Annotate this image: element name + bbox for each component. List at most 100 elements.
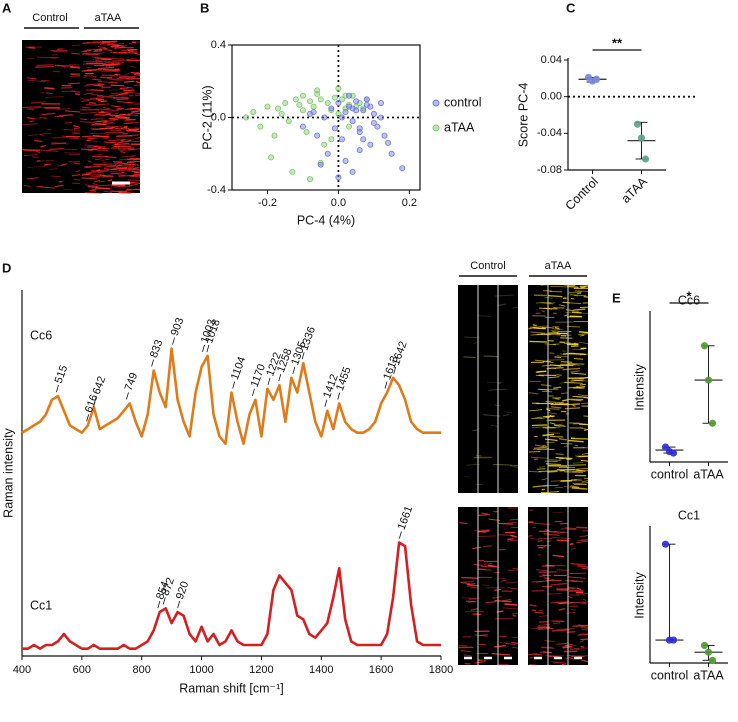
image-streak [542,391,553,393]
peak-leader [278,374,282,382]
image-streak [553,386,561,389]
image-streak [558,438,567,441]
image-streak [103,121,108,123]
image-streak [512,306,519,309]
chart-title: Cc1 [678,508,700,522]
image-streak [124,91,141,94]
image-streak [98,180,105,183]
image-streak [547,470,558,473]
image-streak [511,646,519,649]
image-streak [89,188,97,191]
image-streak [94,158,103,160]
image-streak [114,163,119,166]
image-streak [581,567,589,570]
scatter-point [377,100,384,107]
image-streak [28,46,36,49]
data-point [661,540,670,548]
image-streak [95,187,100,189]
image-streak [498,522,513,525]
image-streak [92,183,98,185]
image-streak [107,179,113,182]
y-tick-label: 0.0 [211,111,226,123]
image-streak [114,127,123,130]
scatter-point [285,118,292,125]
scatter-point [374,123,381,130]
scatter-point [381,132,388,139]
column-header: aTAA [95,12,122,24]
image-streak [130,107,141,110]
image-streak [548,376,560,379]
image-streak [494,600,512,603]
image-streak [559,341,571,343]
image-streak [581,628,589,631]
spectrum-line [21,347,441,445]
image-streak [116,141,124,144]
image-streak [550,480,566,482]
image-streak [64,152,81,154]
scatter-point [328,105,335,112]
scatter-point [349,105,356,112]
significance-label: * [686,288,692,303]
image-streak [132,158,141,161]
image-streak [570,562,586,566]
image-streak [129,183,139,186]
image-streak [116,78,134,80]
image-streak [119,149,136,152]
image-streak [100,108,115,111]
image-streak [98,99,102,102]
image-streak [83,74,92,77]
column-header: Control [32,12,67,24]
image-streak [31,101,46,104]
peak-label: 854 [154,580,172,601]
image-streak [22,123,39,126]
image-streak [108,58,125,60]
image-streak [573,294,579,297]
image-streak [89,96,105,100]
peak-leader [94,396,97,404]
y-tick-label: -0.08 [537,164,562,176]
image-streak [529,604,537,607]
image-streak [580,334,585,337]
peak-label: 1661 [396,504,416,531]
image-streak [538,546,546,549]
image-streak [90,175,105,178]
image-streak [93,49,103,53]
image-streak [26,108,35,111]
x-tick-label: 0.0 [331,197,346,209]
image-streak [529,509,534,512]
data-point [637,134,646,142]
image-streak [80,177,100,179]
image-streak [28,134,39,136]
peak-leader [56,385,59,393]
peak-leader [384,381,388,389]
image-streak [467,601,478,603]
image-streak [507,587,518,590]
series-label: Cc1 [30,598,52,612]
x-tick-label: control [651,668,689,682]
peak-leader [232,381,236,389]
image-streak [580,646,585,648]
image-streak [482,584,490,586]
image-streak [565,308,574,312]
image-streak [83,75,88,79]
image-streak [110,45,120,48]
image-streak [539,466,546,468]
image-streak [551,406,562,409]
image-streak [103,141,117,144]
image-streak [556,334,567,336]
image-streak [545,441,555,444]
scatter-point [310,103,317,110]
image-streak [578,332,589,336]
image-streak [533,446,547,450]
image-streak [115,138,134,140]
image-streak [482,545,492,548]
image-streak [546,367,564,369]
image-streak [581,659,589,663]
image-streak [530,456,549,459]
image-streak [502,598,512,602]
image-streak [135,80,141,84]
image-streak [494,404,501,407]
image-streak [573,342,579,345]
image-streak [466,583,476,586]
scatter-point [243,114,250,121]
